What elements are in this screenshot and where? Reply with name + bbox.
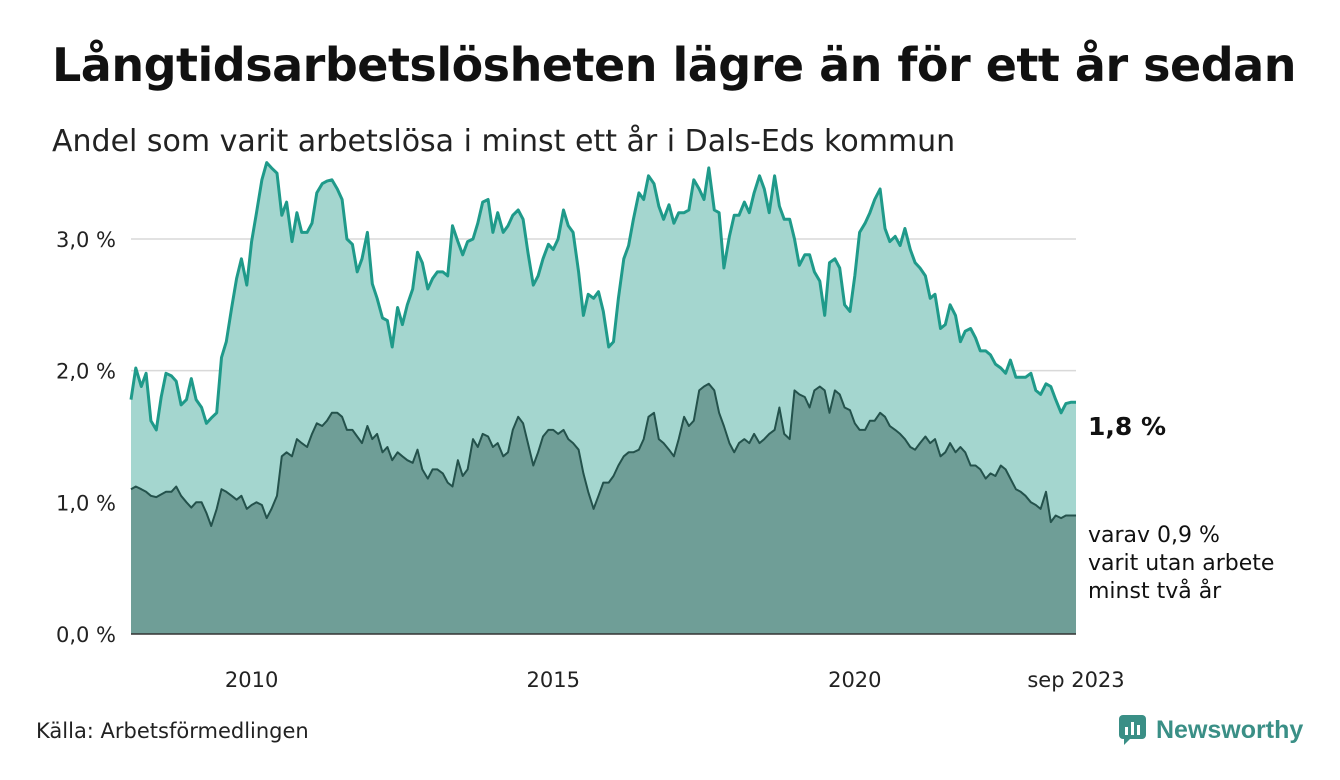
x-tick-label: 2015 [526, 668, 579, 692]
end-label-long-line-3: minst två år [1088, 578, 1222, 604]
y-axis-ticks: 0,0 % 1,0 % 2,0 % 3,0 % [56, 228, 116, 647]
x-axis-ticks: 2010 2015 2020 sep 2023 [225, 668, 1125, 692]
y-tick-label: 0,0 % [56, 623, 116, 647]
brand-logo: Newsworthy [1118, 714, 1303, 746]
x-tick-label: 2010 [225, 668, 278, 692]
x-tick-label: 2020 [828, 668, 881, 692]
source-note: Källa: Arbetsförmedlingen [36, 719, 309, 743]
newsworthy-logo-icon [1119, 715, 1146, 745]
line-long-term-unemployed [130, 382, 1076, 527]
line-total-unemployed [129, 161, 1076, 432]
end-label-total: 1,8 % [1088, 412, 1166, 441]
end-label-long-line-2: varit utan arbete [1088, 551, 1274, 576]
brand-name: Newsworthy [1156, 715, 1304, 744]
area-long-term-unemployed [131, 383, 1076, 634]
y-tick-label: 3,0 % [56, 228, 116, 252]
chart-title: Långtidsarbetslösheten lägre än för ett … [52, 38, 1296, 92]
x-tick-label: sep 2023 [1027, 668, 1124, 692]
end-label-long-line-1: varav 0,9 % [1088, 523, 1220, 548]
y-tick-label: 2,0 % [56, 360, 116, 384]
y-tick-label: 1,0 % [56, 491, 116, 515]
chart-subtitle: Andel som varit arbetslösa i minst ett å… [52, 124, 956, 159]
area-chart: 0,0 % 1,0 % 2,0 % 3,0 % 2010 2015 2020 sep 202… [56, 161, 1274, 692]
